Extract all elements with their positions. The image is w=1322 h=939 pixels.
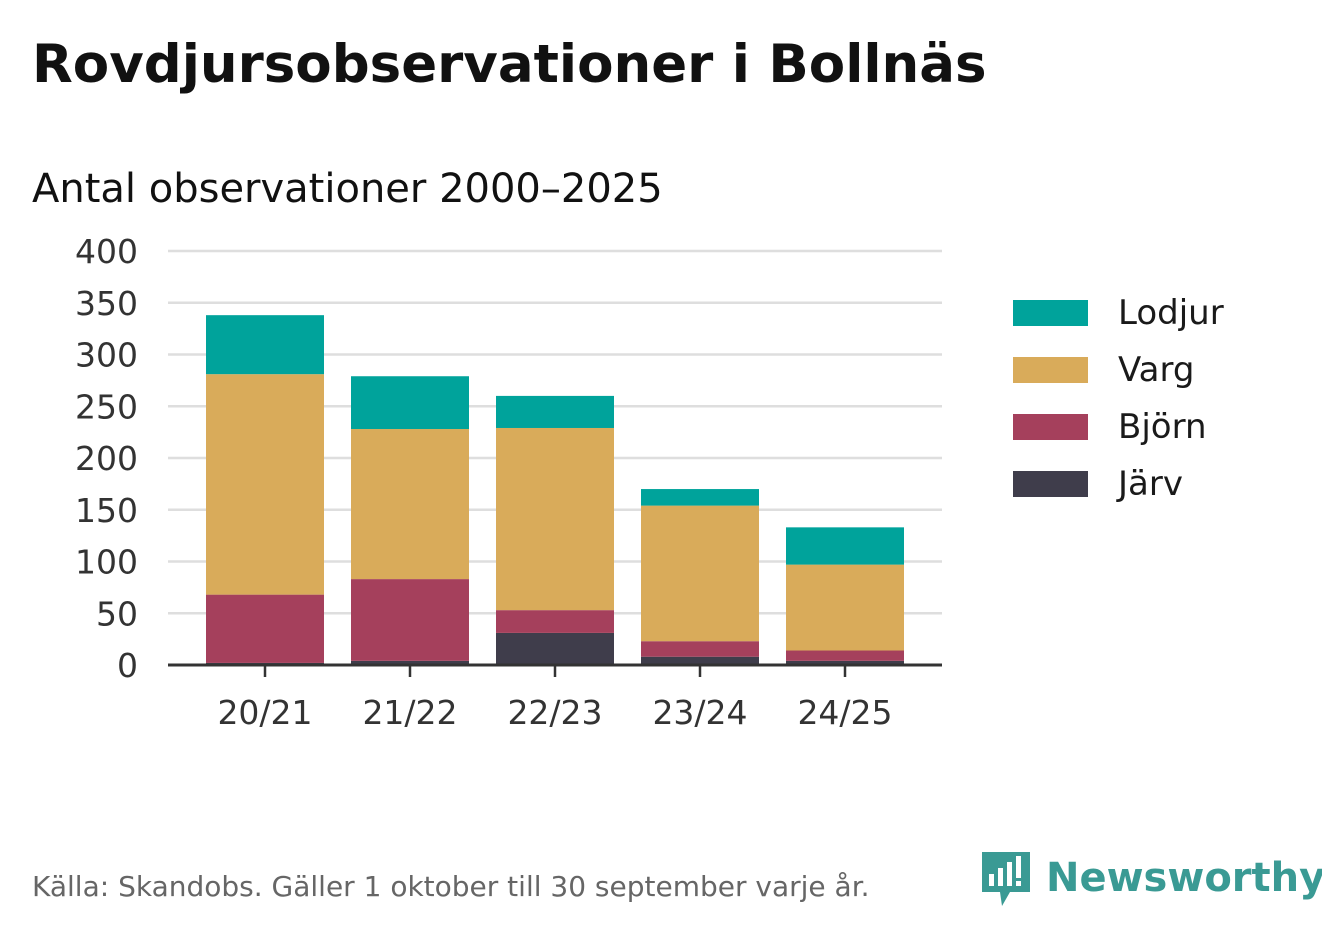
legend: Lodjur Varg Björn Järv: [1013, 284, 1224, 512]
legend-item-varg: Varg: [1013, 341, 1224, 398]
bars: [206, 315, 904, 665]
x-tick-label: 20/21: [217, 693, 312, 732]
y-axis-ticks: 0 50 100 150 200 250 300 350 400: [75, 232, 138, 685]
bar-segment: [641, 489, 759, 506]
bar-segment: [641, 505, 759, 642]
bar-segment: [496, 395, 614, 428]
bar-segment: [206, 315, 324, 375]
bar-segment: [351, 579, 469, 661]
bar-segment: [206, 374, 324, 595]
legend-swatch-lodjur: [1013, 299, 1088, 326]
y-tick-label: 200: [75, 439, 138, 478]
y-tick-label: 100: [75, 543, 138, 582]
bar-segment: [206, 594, 324, 663]
newsworthy-logo-icon: [982, 852, 1030, 906]
x-tick-label: 22/23: [507, 693, 602, 732]
bar-segment: [351, 429, 469, 580]
legend-swatch-varg: [1013, 356, 1088, 383]
bar-segment: [496, 632, 614, 665]
bar-segment: [641, 656, 759, 665]
source-note: Källa: Skandobs. Gäller 1 oktober till 3…: [32, 870, 870, 903]
chart-subtitle: Antal observationer 2000–2025: [32, 166, 663, 212]
x-tick-label: 24/25: [797, 693, 892, 732]
bar-segment: [496, 427, 614, 611]
bar-segment: [786, 564, 904, 651]
brand-name: Newsworthy: [1046, 855, 1322, 901]
legend-swatch-bjorn: [1013, 413, 1088, 440]
bar-segment: [786, 650, 904, 661]
legend-label-lodjur: Lodjur: [1118, 292, 1224, 333]
y-tick-label: 50: [96, 594, 138, 633]
bar-segment: [786, 527, 904, 565]
bar-segment: [351, 376, 469, 430]
legend-item-lodjur: Lodjur: [1013, 284, 1224, 341]
legend-item-bjorn: Björn: [1013, 398, 1224, 455]
x-tick-label: 23/24: [652, 693, 747, 732]
bar-segment: [351, 660, 469, 665]
legend-swatch-jarv: [1013, 470, 1088, 497]
y-tick-label: 350: [75, 284, 138, 323]
legend-label-bjorn: Björn: [1118, 406, 1207, 447]
brand-logo: Newsworthy: [980, 848, 1322, 908]
y-tick-label: 400: [75, 232, 138, 271]
bar-segment: [786, 660, 904, 665]
y-tick-label: 300: [75, 336, 138, 375]
y-tick-label: 0: [117, 646, 138, 685]
x-tick-label: 21/22: [362, 693, 457, 732]
chart-title: Rovdjursobservationer i Bollnäs: [32, 34, 987, 95]
bar-segment: [496, 610, 614, 633]
y-tick-label: 250: [75, 387, 138, 426]
y-tick-label: 150: [75, 491, 138, 530]
legend-item-jarv: Järv: [1013, 455, 1224, 512]
legend-label-jarv: Järv: [1118, 463, 1183, 504]
x-axis: 20/21 21/22 22/23 23/24 24/25: [168, 663, 942, 732]
bar-segment: [641, 641, 759, 657]
legend-label-varg: Varg: [1118, 349, 1195, 390]
